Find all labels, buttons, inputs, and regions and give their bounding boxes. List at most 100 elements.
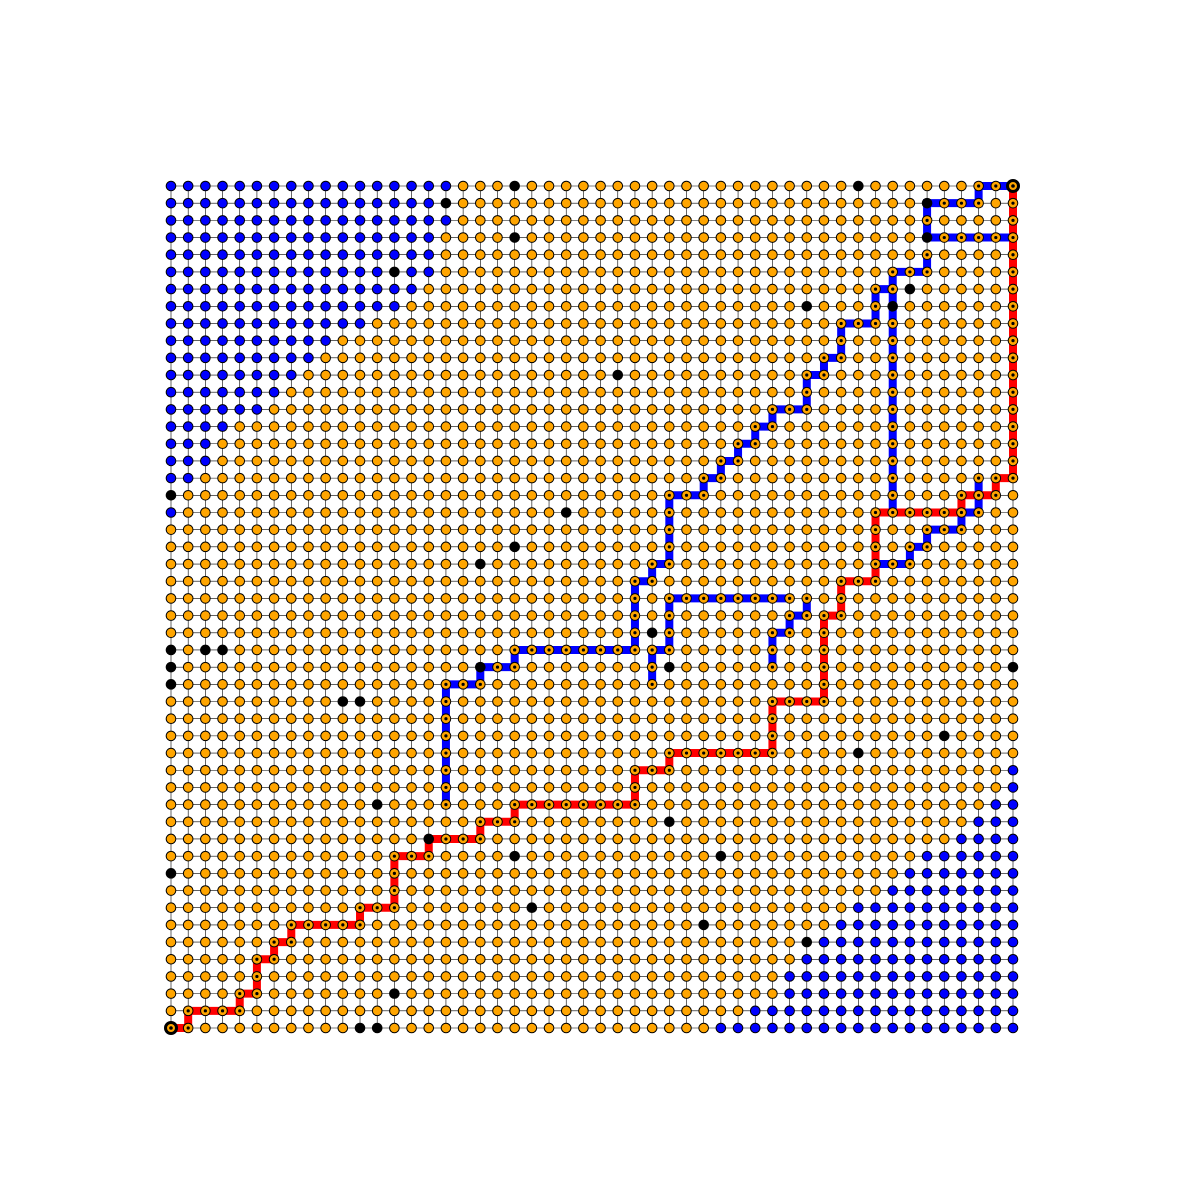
node-open (406, 318, 417, 329)
node-obstacle (200, 644, 211, 656)
node-open (578, 455, 589, 467)
node-open (165, 593, 177, 604)
path-node-marker (392, 854, 396, 858)
node-open (973, 799, 984, 810)
node-open (1007, 730, 1019, 742)
node-open (285, 730, 297, 742)
node-open (990, 713, 1002, 724)
node-open (285, 1022, 297, 1034)
path-node-marker (891, 442, 895, 446)
node-open (423, 679, 435, 690)
node-open (921, 386, 933, 398)
node-open (543, 782, 555, 793)
node-open (938, 593, 950, 604)
node-unvisited (956, 919, 967, 931)
node-open (835, 696, 847, 707)
path-node-marker (770, 699, 775, 704)
node-open (612, 971, 624, 982)
node-open (698, 713, 709, 724)
node-open (337, 490, 349, 501)
node-open (492, 764, 503, 776)
node-open (285, 799, 297, 810)
node-open (612, 472, 624, 484)
node-open (543, 868, 555, 879)
node-open (371, 438, 383, 450)
node-open (457, 696, 469, 707)
node-open (1007, 610, 1019, 621)
node-open (749, 283, 761, 295)
node-open (698, 300, 709, 312)
node-unvisited (904, 1005, 916, 1017)
node-open (681, 971, 692, 982)
node-open (234, 507, 246, 518)
node-open (457, 369, 469, 381)
node-open (938, 369, 950, 381)
node-open (698, 558, 709, 570)
path-node-marker (805, 699, 809, 704)
node-open (182, 696, 194, 707)
node-unvisited (749, 1005, 761, 1017)
node-open (165, 575, 177, 587)
node-open (457, 283, 469, 295)
path-node-marker (616, 648, 620, 652)
node-open (664, 953, 675, 965)
node-open (801, 455, 813, 467)
node-open (956, 782, 967, 793)
node-open (389, 936, 400, 948)
node-open (475, 885, 486, 896)
node-open (818, 868, 830, 879)
node-open (870, 833, 881, 845)
node-open (904, 455, 916, 467)
node-open (303, 730, 314, 742)
node-unvisited (853, 988, 864, 999)
node-open (371, 747, 383, 759)
node-open (371, 1005, 383, 1017)
path-node-marker (667, 562, 671, 566)
node-open (165, 833, 177, 845)
path-node-marker (925, 545, 929, 549)
node-open (784, 352, 795, 364)
node-open (268, 850, 280, 862)
node-open (956, 421, 967, 432)
node-unvisited (320, 249, 331, 261)
node-open (457, 386, 469, 398)
path-node-marker (495, 820, 500, 824)
node-unvisited (1007, 1005, 1019, 1017)
node-open (457, 1022, 469, 1034)
node-open (646, 902, 658, 914)
node-open (217, 575, 228, 587)
node-open (818, 799, 830, 810)
node-open (749, 610, 761, 621)
node-open (165, 558, 177, 570)
node-open (423, 661, 435, 673)
node-open (904, 833, 916, 845)
node-open (921, 782, 933, 793)
node-open (870, 782, 881, 793)
node-unvisited (320, 180, 331, 192)
node-open (354, 799, 366, 810)
node-open (285, 953, 297, 965)
node-open (749, 885, 761, 896)
node-open (612, 919, 624, 931)
node-open (681, 850, 692, 862)
node-open (681, 799, 692, 810)
node-open (664, 421, 675, 432)
node-unvisited (251, 197, 263, 209)
node-unvisited (285, 300, 297, 312)
node-open (629, 902, 641, 914)
node-unvisited (182, 180, 194, 192)
node-open (612, 679, 624, 690)
node-open (200, 747, 211, 759)
node-open (509, 919, 520, 931)
node-open (234, 679, 246, 690)
node-open (715, 386, 727, 398)
node-unvisited (1007, 816, 1019, 828)
node-unvisited (217, 232, 228, 243)
node-unvisited (1007, 764, 1019, 776)
node-open (337, 627, 349, 639)
node-open (475, 919, 486, 931)
node-unvisited (956, 885, 967, 896)
node-unvisited (818, 936, 830, 948)
node-open (904, 490, 916, 501)
node-open (234, 455, 246, 467)
